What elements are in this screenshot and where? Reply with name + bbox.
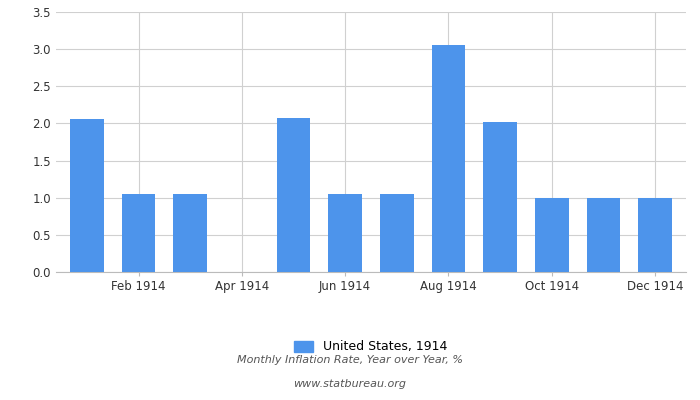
Bar (276, 118, 310, 272)
Bar (483, 122, 517, 272)
Text: www.statbureau.org: www.statbureau.org (293, 379, 407, 389)
Bar (432, 45, 466, 272)
Bar (328, 194, 362, 272)
Bar (638, 198, 672, 272)
Bar (380, 194, 414, 272)
Text: Monthly Inflation Rate, Year over Year, %: Monthly Inflation Rate, Year over Year, … (237, 355, 463, 365)
Bar (535, 198, 568, 272)
Legend: United States, 1914: United States, 1914 (289, 336, 453, 358)
Bar (122, 194, 155, 272)
Bar (174, 194, 207, 272)
Bar (587, 198, 620, 272)
Bar (70, 119, 104, 272)
